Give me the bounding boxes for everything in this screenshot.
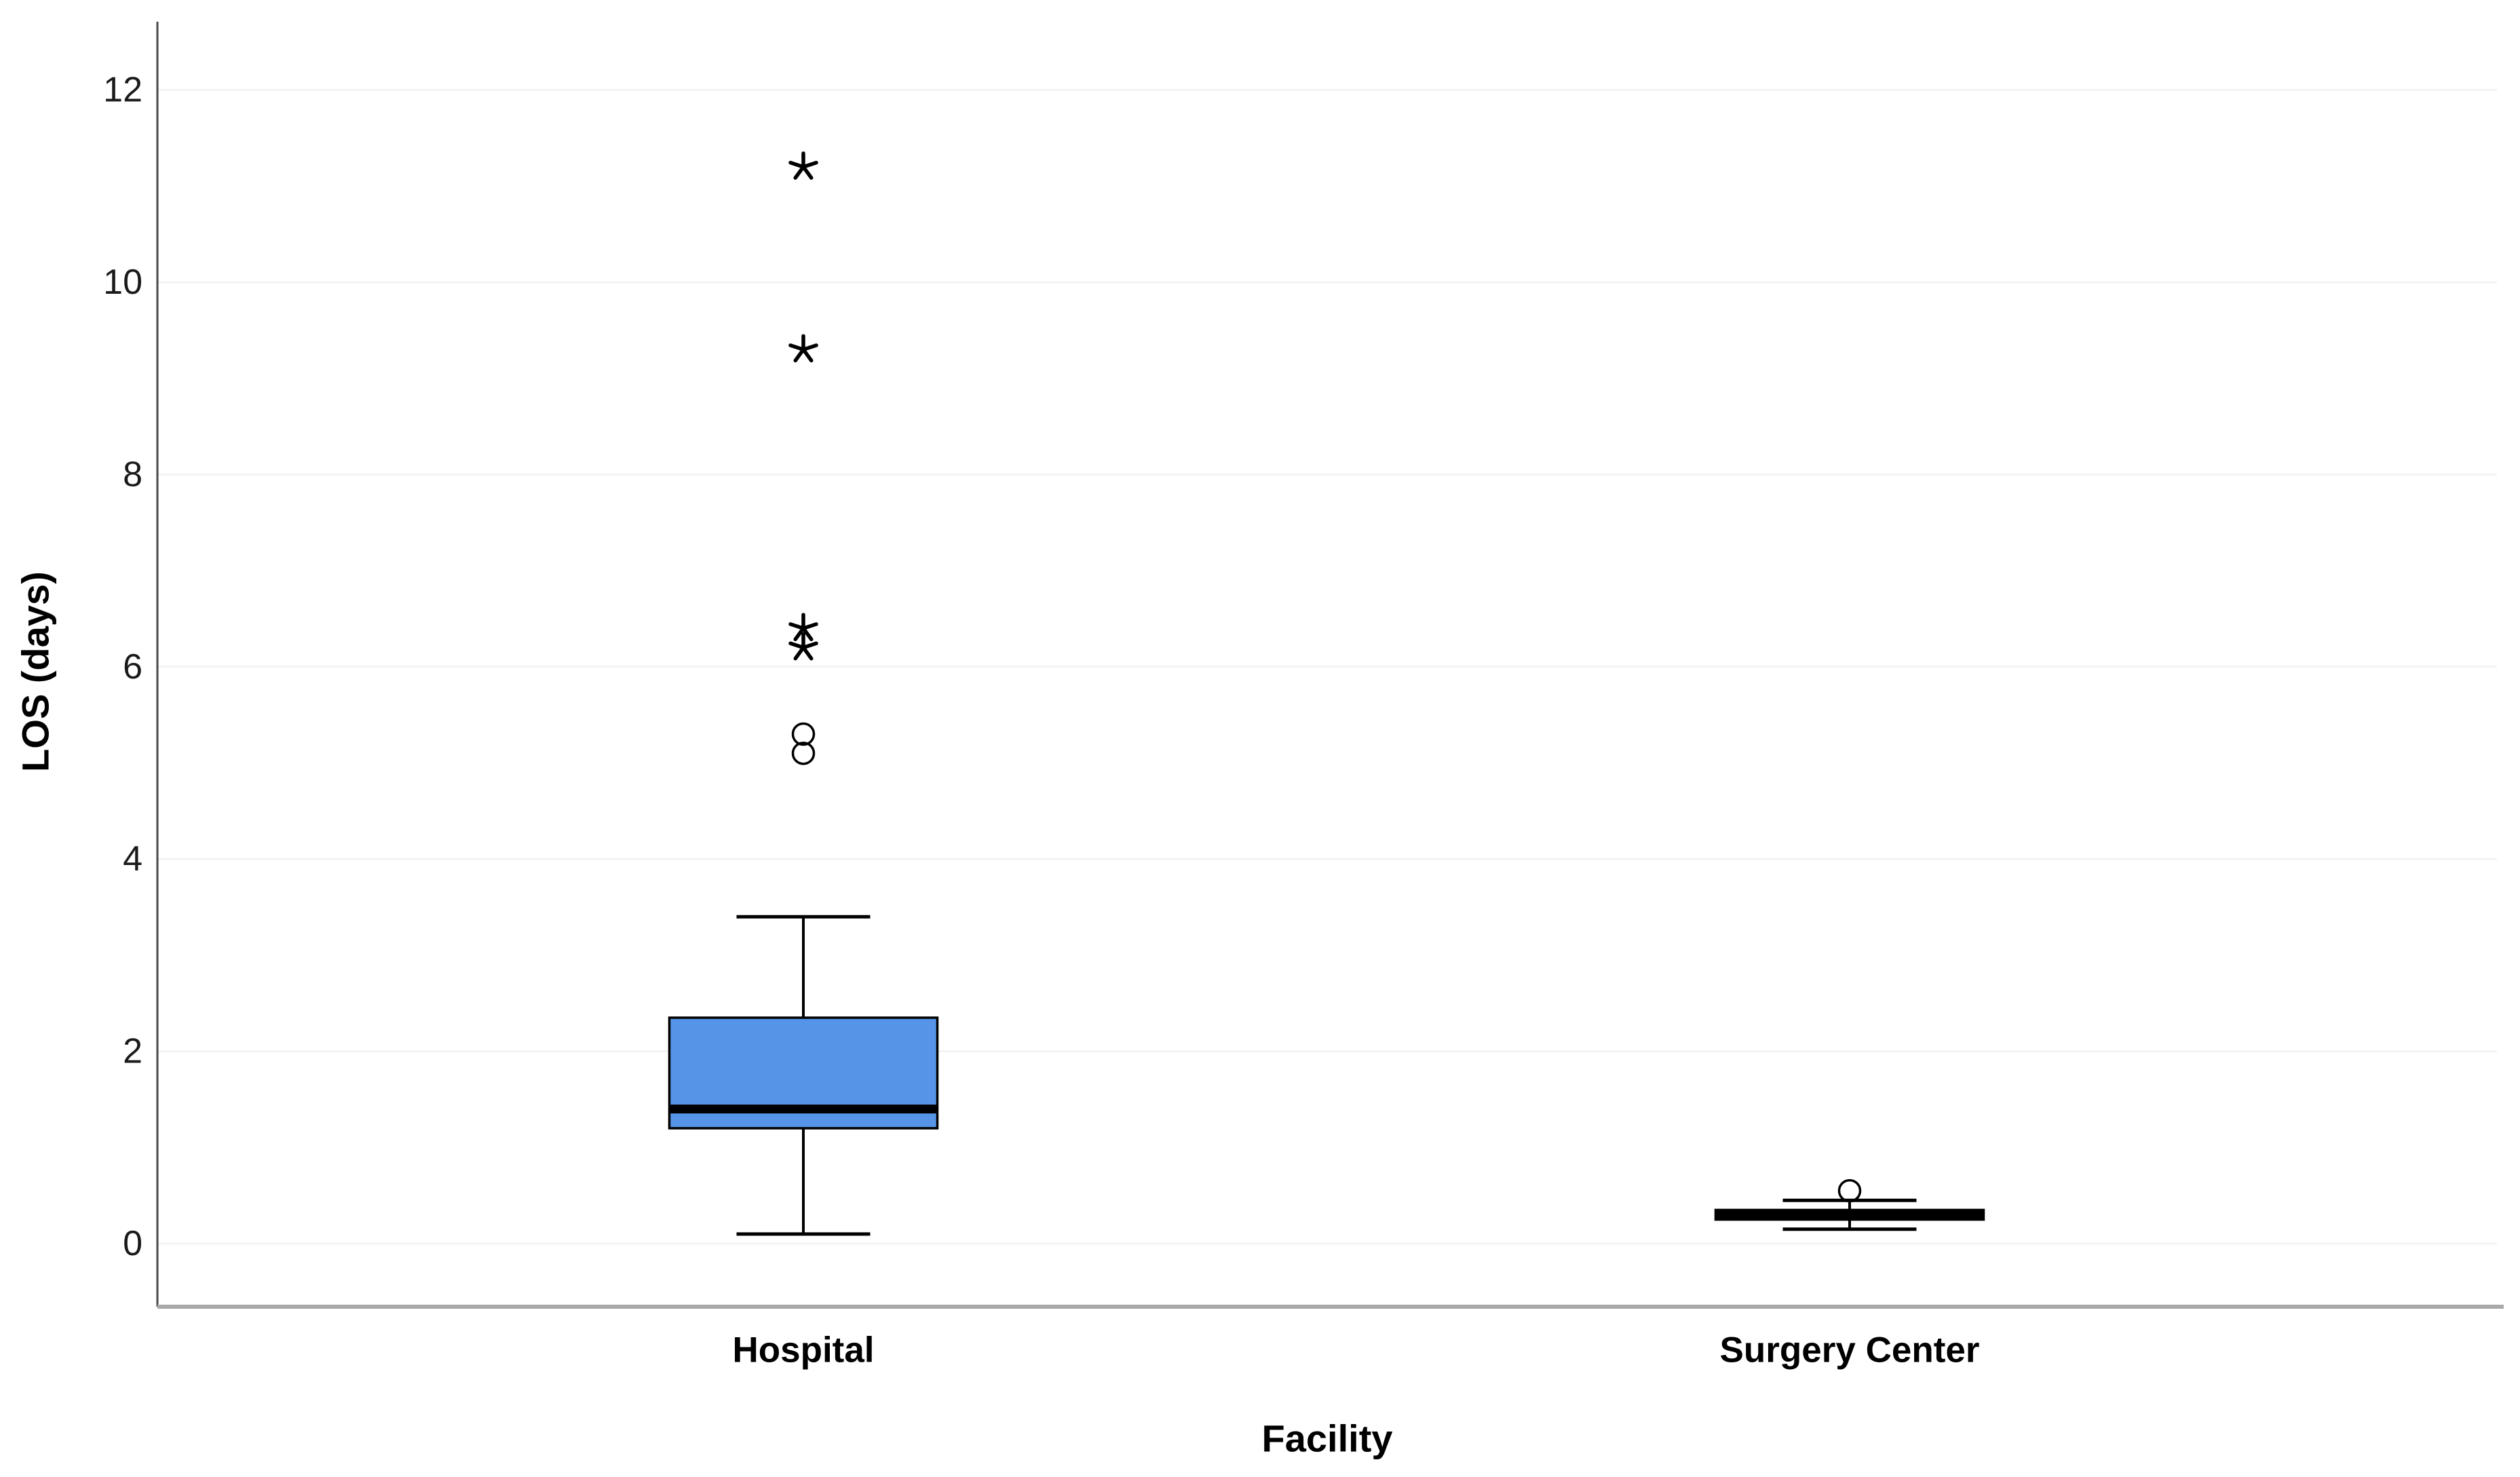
hospital-extreme-outlier-star <box>801 622 818 630</box>
x-category-label-surgery-center: Surgery Center <box>1720 1330 1980 1370</box>
hospital-extreme-outlier-star <box>788 641 805 650</box>
x-category-label-hospital: Hospital <box>732 1330 874 1370</box>
y-tick-label: 6 <box>123 647 142 687</box>
y-tick-label: 12 <box>103 71 142 110</box>
hospital-extreme-outlier-star <box>793 347 805 363</box>
hospital-mild-outlier-circle <box>791 742 816 765</box>
hospital-extreme-outlier-star <box>801 641 818 650</box>
y-tick-label: 0 <box>123 1224 142 1263</box>
hospital-extreme-outlier-star <box>788 161 805 169</box>
hospital-extreme-outlier-star <box>793 626 805 642</box>
x-axis-title: Facility <box>1261 1417 1393 1460</box>
hospital-extreme-outlier-star <box>793 645 805 661</box>
hospital-extreme-outlier-star <box>801 165 814 180</box>
hospital-extreme-outlier-star <box>788 622 805 630</box>
hospital-extreme-outlier-star <box>801 343 818 351</box>
y-tick-label: 10 <box>103 263 142 302</box>
hospital-extreme-outlier-star <box>801 161 818 169</box>
surgery-center-mild-outlier-circle <box>1837 1178 1862 1203</box>
hospital-extreme-outlier-star <box>801 347 814 363</box>
y-tick-label: 8 <box>123 455 142 494</box>
hospital-extreme-outlier-star <box>788 343 805 351</box>
hospital-extreme-outlier-star <box>793 165 805 180</box>
y-axis-title: LOS (days) <box>14 571 57 772</box>
hospital-extreme-outlier-star <box>801 645 814 661</box>
y-tick-label: 4 <box>123 839 142 879</box>
hospital-mild-outlier-circle <box>791 722 816 746</box>
hospital-extreme-outlier-star <box>801 626 814 642</box>
y-tick-label: 2 <box>123 1032 142 1071</box>
